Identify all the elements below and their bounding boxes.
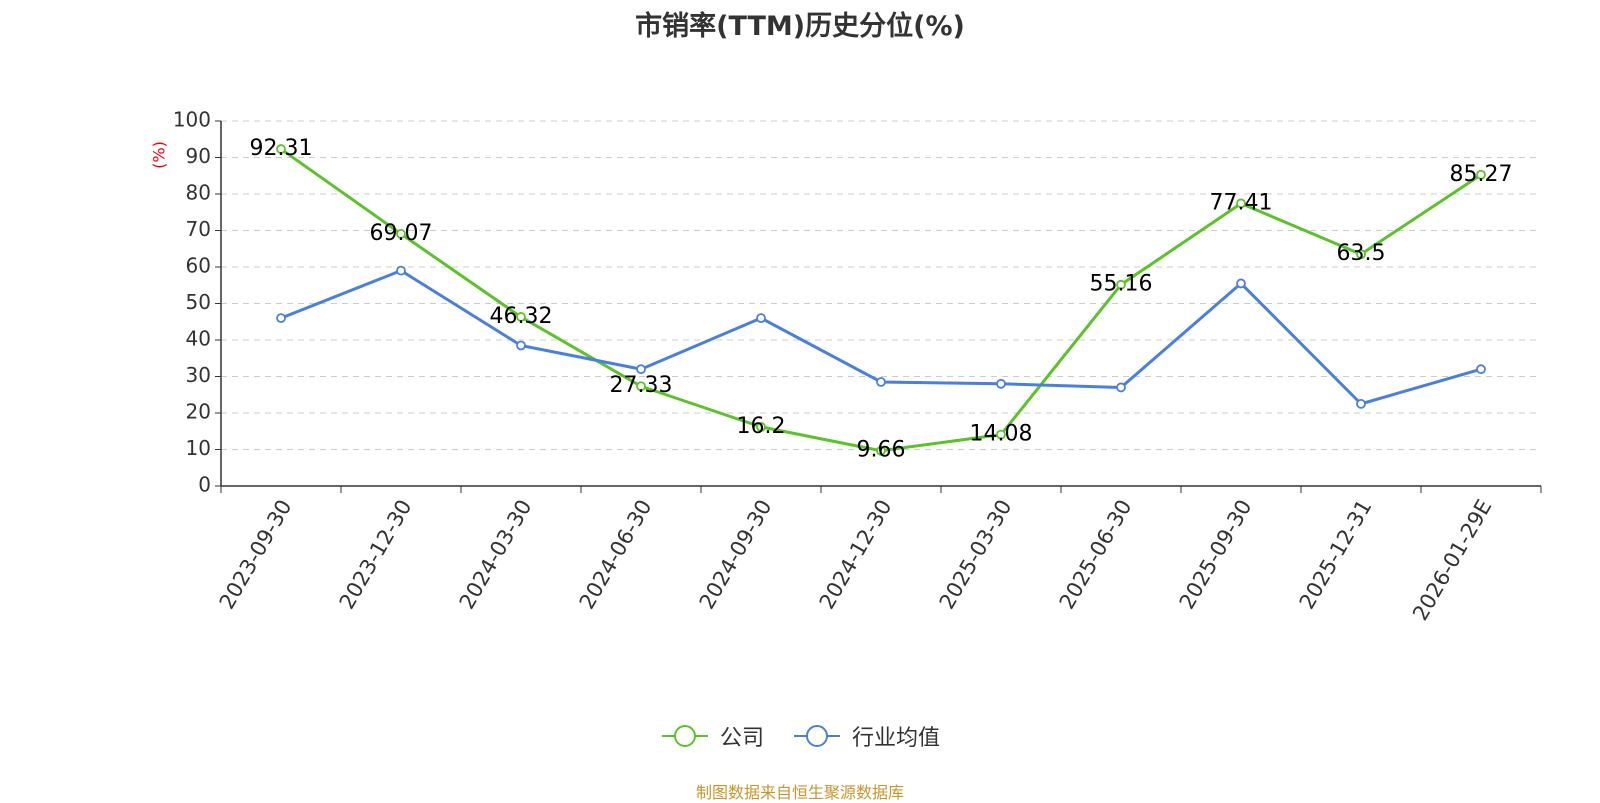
data-label: 69.07 [370, 221, 433, 246]
data-point [1476, 364, 1486, 375]
data-label: 46.32 [490, 304, 553, 329]
data-point [996, 378, 1006, 389]
x-tick-label: 2024-03-30 [455, 496, 537, 614]
y-axis-unit: (%) [150, 141, 169, 169]
data-point [756, 313, 766, 324]
y-tick-label: 50 [186, 290, 211, 314]
data-label: 14.08 [970, 422, 1033, 447]
data-point [516, 312, 526, 322]
data-label: 55.16 [1090, 272, 1153, 297]
x-tick-label: 2024-12-30 [815, 496, 897, 614]
data-point [276, 144, 286, 154]
data-label: 9.66 [857, 438, 906, 463]
x-tick-label: 2023-09-30 [215, 496, 297, 614]
x-tick-label: 2025-03-30 [935, 496, 1017, 614]
y-tick-label: 60 [186, 254, 211, 278]
x-tick-label: 2025-06-30 [1055, 496, 1137, 614]
data-point [1356, 249, 1366, 260]
y-tick-label: 80 [186, 181, 211, 205]
legend-item[interactable]: 公司 [660, 720, 764, 752]
data-label: 27.33 [610, 373, 673, 398]
y-tick-label: 70 [186, 217, 211, 241]
label-layer: 92.31 69.07 46.32 27.33 16.2 9.66 14.08 55.16 77… [250, 136, 1513, 463]
data-point [756, 421, 766, 432]
data-point [516, 340, 526, 351]
x-tick-label: 2024-09-30 [695, 496, 777, 614]
data-point [1356, 398, 1366, 409]
data-point [876, 445, 886, 456]
legend-item[interactable]: 行业均值 [792, 720, 940, 752]
y-tick-label: 10 [186, 436, 211, 460]
data-point [636, 381, 646, 392]
data-label: 85.27 [1450, 162, 1513, 187]
data-point [1236, 278, 1246, 289]
grid-layer [221, 120, 1541, 450]
x-tick-label: 2024-06-30 [575, 496, 657, 614]
axis-layer: 0 10 20 30 40 50 60 70 80 90 100 2023-09-30 2023-12-… [173, 108, 1542, 625]
data-point [1236, 198, 1246, 209]
y-tick-label: 100 [173, 108, 211, 132]
data-point [636, 364, 646, 375]
data-label: 92.31 [250, 136, 313, 161]
y-tick-label: 20 [186, 400, 211, 424]
y-tick-label: 90 [186, 144, 211, 168]
x-tick-label: 2025-09-30 [1175, 496, 1257, 614]
x-tick-label: 2023-12-30 [335, 496, 417, 614]
y-tick-label: 0 [198, 473, 211, 497]
series-layer [276, 144, 1486, 456]
y-tick-label: 30 [186, 363, 211, 387]
x-tick-label: 2026-01-29E [1408, 496, 1496, 625]
legend-marker-icon [661, 725, 708, 747]
data-label: 16.2 [737, 414, 786, 439]
data-point [276, 313, 286, 324]
data-point [996, 429, 1006, 440]
y-tick-label: 40 [186, 327, 211, 351]
legend-marker-icon [794, 725, 840, 747]
data-label: 77.41 [1210, 190, 1273, 215]
x-tick-label: 2025-12-31 [1295, 496, 1377, 614]
data-point [396, 265, 406, 276]
data-point [396, 228, 406, 239]
data-point [1476, 169, 1486, 180]
legend-label: 行业均值 [852, 726, 941, 751]
data-point [876, 377, 886, 387]
data-point [1116, 279, 1126, 290]
source-note: 制图数据来自恒生聚源数据库 [695, 783, 904, 802]
legend: 公司 行业均值 [0, 720, 1600, 752]
data-point [1116, 382, 1126, 393]
chart-title: 市销率(TTM)历史分位(%) [635, 11, 965, 42]
data-label: 63.5 [1337, 241, 1386, 266]
legend-label: 公司 [719, 726, 764, 751]
